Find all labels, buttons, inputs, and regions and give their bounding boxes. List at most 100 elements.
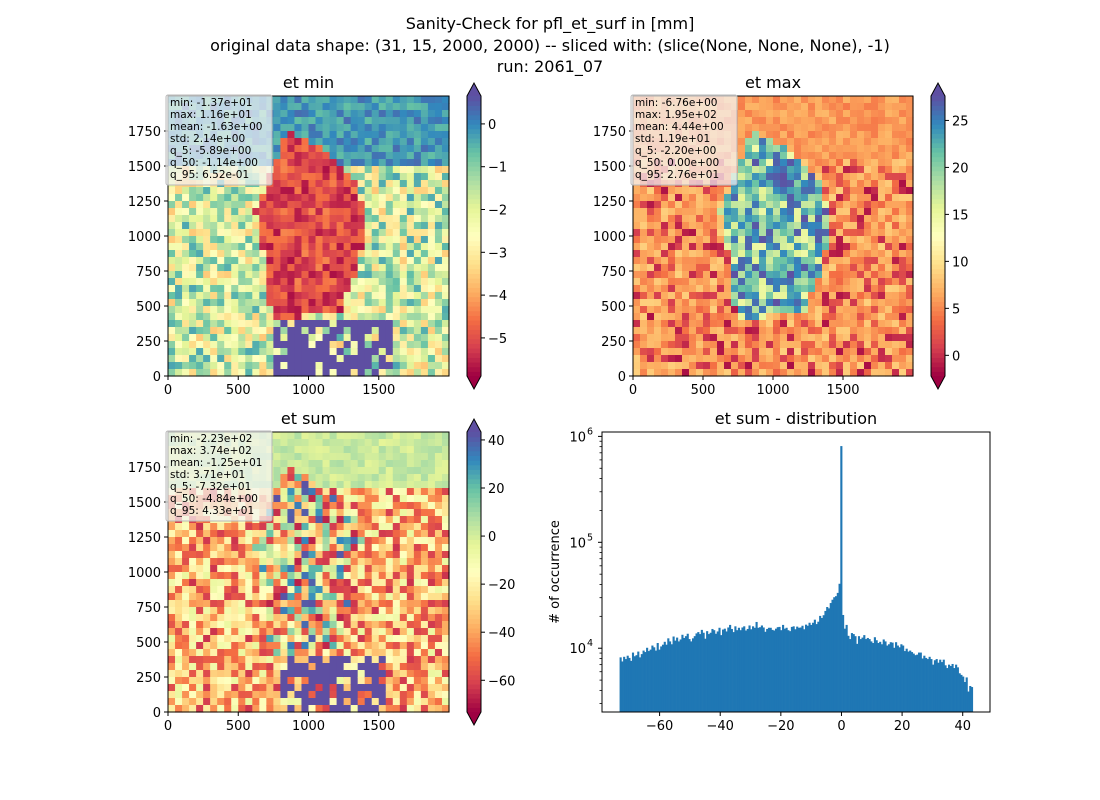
heatmap-cell: [647, 355, 655, 363]
heatmap-cell: [787, 96, 795, 104]
heatmap-cell: [287, 117, 296, 125]
heatmap-cell: [196, 670, 204, 678]
heatmap-cell: [217, 222, 225, 230]
heatmap-cell: [203, 558, 211, 566]
heatmap-cell: [329, 355, 338, 363]
heatmap-cell: [350, 117, 359, 125]
heatmap-cell: [406, 103, 415, 111]
heatmap-cell: [857, 103, 865, 111]
heatmap-cell: [399, 313, 408, 321]
heatmap-cell: [357, 348, 366, 356]
heatmap-cell: [392, 306, 401, 314]
heatmap-cell: [640, 320, 648, 328]
heatmap-cell: [273, 208, 282, 216]
heatmap-cell: [350, 607, 359, 615]
heatmap-cell: [829, 208, 837, 216]
heatmap-cell: [906, 145, 914, 153]
heatmap-cell: [885, 110, 893, 118]
heatmap-cell: [654, 222, 662, 230]
y-tick-label: 500: [601, 300, 626, 315]
heatmap-cell: [308, 488, 317, 496]
heatmap-cell: [280, 628, 289, 636]
heatmap-cell: [182, 684, 190, 692]
heatmap-cell: [420, 530, 429, 538]
heatmap-cell: [857, 271, 865, 279]
heatmap-cell: [801, 334, 809, 342]
heatmap-cell: [301, 474, 310, 482]
colorbar-segment: [467, 208, 481, 214]
heatmap-cell: [696, 194, 704, 202]
heatmap-cell: [378, 691, 387, 699]
heatmap-cell: [413, 488, 422, 496]
heatmap-cell: [794, 103, 802, 111]
heatmap-cell: [420, 250, 429, 258]
heatmap-cell: [836, 166, 844, 174]
heatmap-cell: [294, 558, 303, 566]
heatmap-cell: [794, 194, 802, 202]
heatmap-cell: [385, 348, 394, 356]
colorbar-segment: [931, 240, 945, 246]
heatmap-cell: [301, 614, 310, 622]
heatmap-cell: [752, 173, 760, 181]
heatmap-cell: [294, 684, 303, 692]
heatmap-cell: [815, 201, 823, 209]
heatmap-cell: [168, 299, 176, 307]
heatmap-cell: [252, 628, 260, 636]
heatmap-cell: [329, 663, 338, 671]
heatmap-cell: [392, 684, 401, 692]
heatmap-cell: [203, 551, 211, 559]
heatmap-cell: [175, 705, 183, 713]
heatmap-cell: [808, 110, 816, 118]
heatmap-cell: [434, 565, 443, 573]
heatmap-cell: [245, 523, 253, 531]
heatmap-cell: [315, 103, 324, 111]
heatmap-cell: [654, 369, 662, 377]
heatmap-cell: [857, 131, 865, 139]
heatmap-cell: [885, 152, 893, 160]
heatmap-cell: [434, 222, 443, 230]
heatmap-cell: [343, 558, 352, 566]
heatmap-cell: [857, 166, 865, 174]
heatmap-cell: [301, 201, 310, 209]
heatmap-cell: [385, 334, 394, 342]
heatmap-cell: [315, 355, 324, 363]
heatmap-cell: [857, 355, 865, 363]
heatmap-cell: [252, 621, 260, 629]
colorbar-segment: [931, 133, 945, 139]
heatmap-cell: [878, 201, 886, 209]
heatmap-cell: [357, 474, 366, 482]
heatmap-cell: [745, 215, 753, 223]
heatmap-cell: [378, 362, 387, 370]
heatmap-cell: [857, 110, 865, 118]
heatmap-cell: [661, 306, 669, 314]
heatmap-cell: [836, 208, 844, 216]
y-tick-label: 1250: [128, 195, 161, 210]
heatmap-cell: [343, 684, 352, 692]
heatmap-cell: [308, 292, 317, 300]
heatmap-cell: [836, 292, 844, 300]
heatmap-cell: [703, 334, 711, 342]
heatmap-cell: [857, 348, 865, 356]
heatmap-cell: [245, 614, 253, 622]
heatmap-cell: [259, 187, 267, 195]
heatmap-cell: [675, 215, 683, 223]
heatmap-cell: [633, 362, 641, 370]
colorbar-segment: [931, 100, 945, 106]
heatmap-cell: [857, 264, 865, 272]
heatmap-cell: [357, 201, 366, 209]
heatmap-cell: [906, 229, 914, 237]
heatmap-cell: [357, 439, 366, 447]
heatmap-cell: [245, 698, 253, 706]
heatmap-cell: [245, 229, 253, 237]
heatmap-cell: [420, 453, 429, 461]
heatmap-cell: [850, 348, 858, 356]
heatmap-cell: [182, 271, 190, 279]
heatmap-cell: [308, 635, 317, 643]
heatmap-cell: [822, 362, 830, 370]
heatmap-cell: [787, 250, 795, 258]
heatmap-cell: [350, 313, 359, 321]
heatmap-cell: [766, 369, 774, 377]
heatmap-cell: [703, 271, 711, 279]
heatmap-cell: [745, 222, 753, 230]
